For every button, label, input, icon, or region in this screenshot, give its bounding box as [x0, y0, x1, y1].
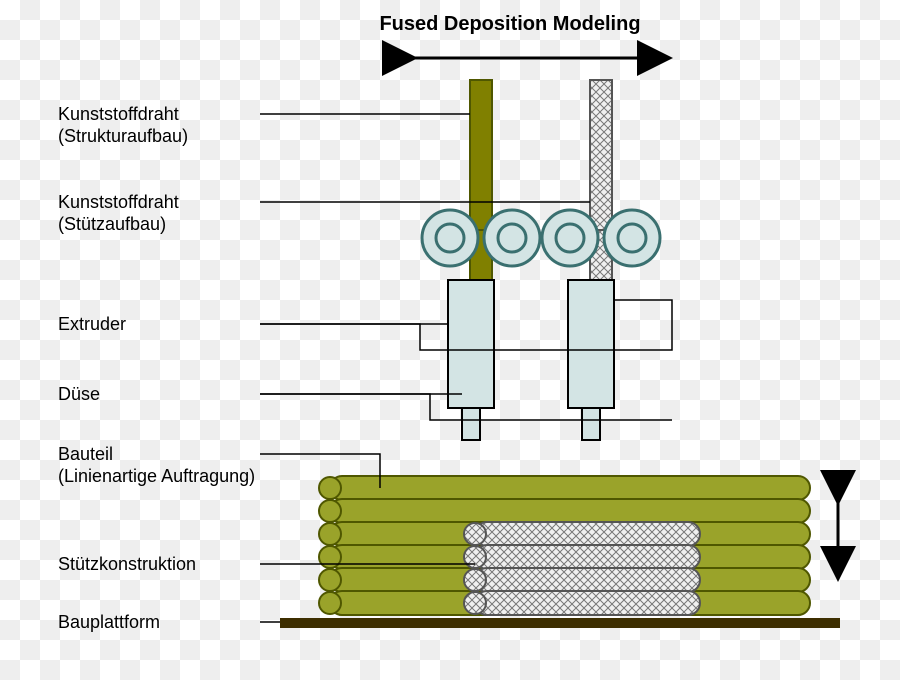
diagram-svg: Fused Deposition Modeling Kunststoffdrah…: [0, 0, 900, 680]
label-filament-support-text: Kunststoffdraht: [58, 192, 179, 212]
support-endcap: [464, 569, 486, 591]
build-plate: [280, 618, 840, 628]
label-filament-structure-text: Kunststoffdraht: [58, 104, 179, 124]
label-plate-text: Bauplattform: [58, 612, 160, 632]
nozzle-a: [462, 408, 480, 440]
diagram-title: Fused Deposition Modeling: [379, 13, 640, 35]
support-rod: [475, 545, 700, 569]
layer-endcap: [319, 477, 341, 499]
nozzle-b: [582, 408, 600, 440]
support-rod: [475, 591, 700, 615]
label-filament-support-text: (Stützaufbau): [58, 214, 166, 234]
label-support-text: Stützkonstruktion: [58, 554, 196, 574]
label-part-text: Bauteil: [58, 444, 113, 464]
label-nozzle-text: Düse: [58, 384, 100, 404]
support-rod: [475, 568, 700, 592]
extruder-a: [448, 280, 494, 408]
support-rod: [475, 522, 700, 546]
support-endcap: [464, 592, 486, 614]
layer-endcap: [319, 592, 341, 614]
filament-support: [590, 80, 612, 230]
label-extruder-text: Extruder: [58, 314, 126, 334]
layer-endcap: [319, 500, 341, 522]
support-endcap: [464, 523, 486, 545]
label-part-text: (Linienartige Auftragung): [58, 466, 255, 486]
layer-endcap: [319, 569, 341, 591]
layer-rod: [330, 499, 810, 523]
support-structure: [464, 522, 700, 615]
extruder-b: [568, 280, 614, 408]
filament-structure: [470, 80, 492, 230]
label-filament-structure-text: (Strukturaufbau): [58, 126, 188, 146]
feed-rollers: [422, 210, 660, 266]
layer-endcap: [319, 523, 341, 545]
layer-rod: [330, 476, 810, 500]
